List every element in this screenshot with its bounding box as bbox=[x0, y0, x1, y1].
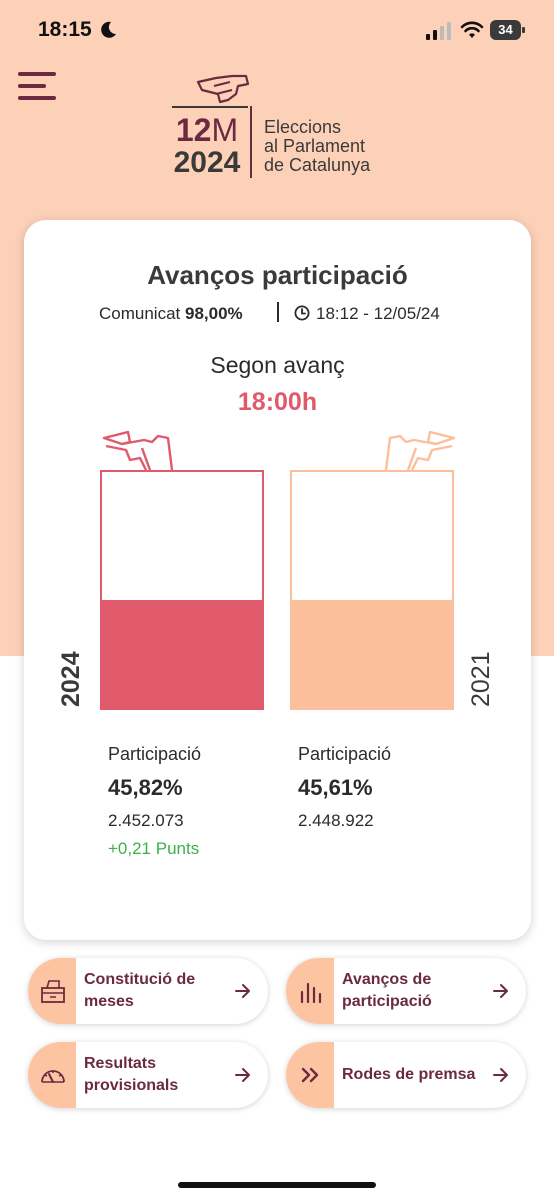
menu-bar-top bbox=[18, 72, 56, 76]
comunicat-info: Comunicat 98,00% bbox=[99, 304, 243, 324]
moon-icon bbox=[101, 21, 116, 38]
menu-bar-bottom bbox=[18, 96, 56, 100]
year-label-2024: 2024 bbox=[57, 651, 85, 707]
logo-date: 12M bbox=[170, 114, 244, 146]
participation-percentage: 45,82% bbox=[108, 775, 183, 800]
ballot-hand-icon bbox=[196, 74, 250, 104]
logo-year: 2024 bbox=[173, 146, 241, 179]
participation-difference: +0,21 Punts bbox=[108, 839, 200, 858]
participation-fill-2021 bbox=[292, 600, 452, 708]
logo-box-line bbox=[172, 106, 248, 108]
action-icon-area bbox=[286, 958, 334, 1024]
participation-label: Participació bbox=[298, 744, 392, 764]
action-icon-area bbox=[28, 958, 76, 1024]
action-icon-area bbox=[28, 1042, 76, 1108]
timestamp: 18:12 - 12/05/24 bbox=[316, 304, 440, 323]
action-icon-area bbox=[286, 1042, 334, 1108]
action-label: Avanços de participació bbox=[342, 971, 432, 1010]
logo-letter: M bbox=[211, 112, 239, 148]
logo-line1: Eleccions bbox=[264, 117, 342, 137]
comunicat-label: Comunicat bbox=[99, 304, 181, 323]
arrow-right-icon bbox=[235, 984, 250, 998]
gauge-icon bbox=[41, 1070, 65, 1083]
ballot-hand-icon bbox=[102, 430, 174, 470]
ballot-box-2021 bbox=[290, 470, 454, 710]
elections-logo: 12M 2024 Eleccions al Parlament de Catal… bbox=[170, 72, 400, 182]
comunicat-value: 98,00% bbox=[185, 304, 243, 323]
ballot-box-icon bbox=[41, 980, 65, 1003]
status-time: 18:15 bbox=[38, 18, 92, 41]
battery-icon: 34 bbox=[490, 20, 525, 40]
participation-fill-2024 bbox=[102, 599, 262, 708]
arrow-right-icon bbox=[493, 984, 508, 998]
stats-2021: Participació 45,61% 2.448.922 bbox=[298, 744, 391, 831]
resultats-provisionals-button[interactable]: Resultats provisionals bbox=[28, 1042, 268, 1108]
home-indicator[interactable] bbox=[178, 1182, 376, 1188]
clock-icon bbox=[294, 305, 310, 321]
menu-button[interactable] bbox=[18, 72, 58, 104]
cellular-signal-icon bbox=[426, 22, 451, 40]
participation-percentage: 45,61% bbox=[298, 775, 373, 800]
arrow-right-icon bbox=[235, 1068, 250, 1082]
divider bbox=[277, 302, 279, 322]
votes-count: 2.448.922 bbox=[298, 811, 374, 830]
action-label: Resultats provisionals bbox=[84, 1055, 179, 1094]
avanc-time: 18:00h bbox=[237, 388, 318, 416]
logo-line2: al Parlament bbox=[264, 136, 366, 156]
year-label-2021: 2021 bbox=[467, 651, 495, 707]
ballot-box-2024 bbox=[100, 470, 264, 710]
logo-text: Eleccions al Parlament de Catalunya bbox=[264, 118, 404, 175]
arrow-right-icon bbox=[493, 1068, 508, 1082]
ballot-hand-icon bbox=[384, 430, 456, 470]
logo-divider bbox=[250, 106, 252, 178]
logo-number: 12 bbox=[175, 112, 212, 148]
action-label: Constitució de meses bbox=[84, 971, 196, 1010]
double-chevron-icon bbox=[301, 1067, 319, 1083]
card-title: Avanços participació bbox=[147, 260, 408, 290]
participation-label: Participació bbox=[108, 744, 202, 764]
action-label: Rodes de premsa bbox=[342, 1066, 476, 1083]
status-bar: 18:15 34 bbox=[0, 0, 554, 60]
stats-2024: Participació 45,82% 2.452.073 +0,21 Punt… bbox=[108, 744, 201, 859]
bar-chart-icon bbox=[300, 982, 322, 1004]
constitucio-meses-button[interactable]: Constitució de meses bbox=[28, 958, 268, 1024]
battery-cap bbox=[522, 27, 525, 33]
menu-bar-middle bbox=[18, 84, 46, 88]
wifi-icon bbox=[460, 21, 484, 38]
participation-card: Avanços participació Comunicat 98,00% 18… bbox=[24, 220, 531, 940]
votes-count: 2.452.073 bbox=[108, 811, 184, 830]
logo-line3: de Catalunya bbox=[264, 155, 371, 175]
rodes-premsa-button[interactable]: Rodes de premsa bbox=[286, 1042, 526, 1108]
avanc-label: Segon avanç bbox=[210, 352, 345, 378]
avancos-participacio-button[interactable]: Avanços de participació bbox=[286, 958, 526, 1024]
battery-level: 34 bbox=[490, 20, 521, 40]
